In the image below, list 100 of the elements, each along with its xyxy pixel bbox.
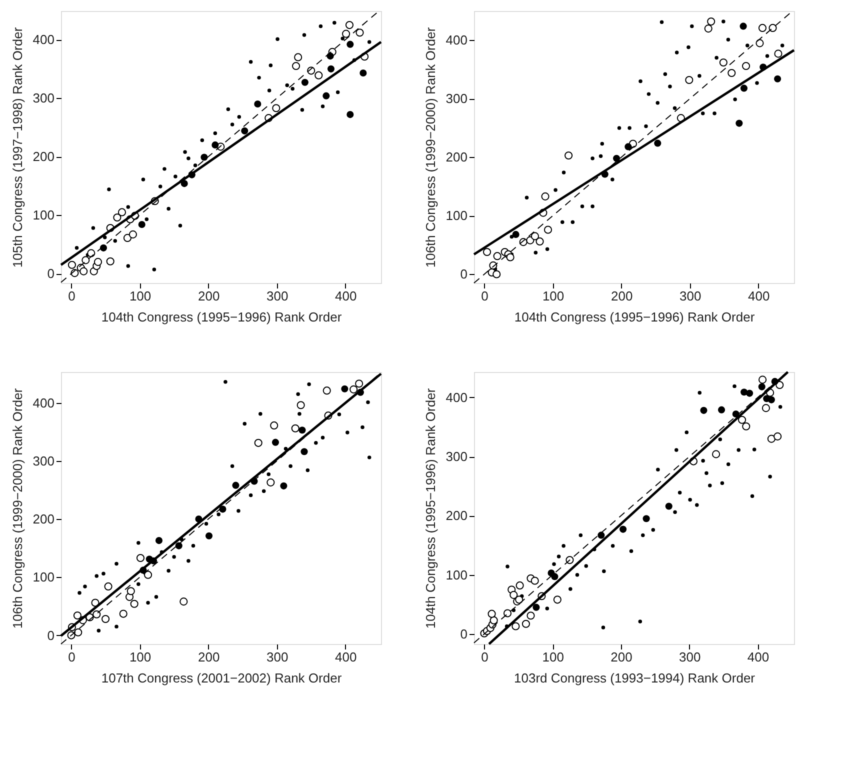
point (624, 143, 632, 150)
point (512, 230, 520, 238)
point (602, 569, 606, 574)
point (345, 21, 354, 30)
point (720, 481, 724, 486)
y-tick-label: 300 (446, 91, 468, 106)
point (100, 244, 108, 252)
y-tick-label: 0 (47, 628, 54, 643)
y-tick-label: 100 (446, 567, 468, 582)
point (314, 441, 318, 445)
point (285, 83, 289, 88)
y-tick-label: 300 (32, 90, 54, 106)
point (688, 498, 692, 502)
point (617, 126, 622, 130)
point (226, 107, 230, 112)
point (74, 246, 79, 250)
y-tick-label: 200 (32, 149, 54, 164)
point (654, 140, 662, 147)
point (302, 33, 306, 37)
point (212, 141, 219, 148)
point (641, 533, 645, 538)
y-tick-label: 400 (446, 390, 468, 405)
point (746, 44, 750, 48)
point (322, 386, 331, 395)
point (355, 380, 364, 388)
point (337, 412, 342, 416)
point (136, 554, 145, 562)
point (767, 434, 776, 443)
x-tick-label: 400 (747, 650, 770, 664)
point (118, 208, 126, 216)
point (254, 100, 262, 108)
point (780, 44, 784, 48)
point (530, 232, 540, 240)
point (360, 425, 364, 430)
y-tick-label: 400 (32, 32, 54, 48)
point (144, 217, 149, 222)
point (733, 97, 737, 102)
point (162, 167, 166, 171)
x-tick-label: 400 (748, 288, 770, 304)
point (136, 582, 140, 586)
point (107, 188, 111, 192)
point (768, 474, 772, 479)
point (512, 622, 520, 630)
point (146, 600, 150, 605)
point (598, 154, 603, 158)
point (74, 628, 82, 636)
point (102, 236, 107, 240)
point (82, 256, 90, 264)
point (560, 220, 564, 224)
point (172, 554, 176, 559)
point (276, 37, 280, 41)
point (272, 438, 280, 446)
point (320, 104, 325, 108)
point (541, 192, 550, 200)
point (336, 90, 340, 94)
point (656, 468, 660, 472)
point (718, 406, 726, 414)
point (765, 54, 770, 58)
point (236, 509, 240, 513)
x-tick-label: 300 (679, 288, 702, 304)
point (200, 138, 204, 142)
point (629, 549, 634, 554)
point (155, 537, 163, 544)
point (646, 92, 651, 96)
point (701, 458, 705, 463)
point (262, 489, 266, 494)
x-tick-label: 0 (68, 288, 76, 304)
point (186, 156, 190, 160)
point (704, 471, 708, 475)
point (726, 462, 730, 466)
x-axis-title: 103rd Congress (1993−1994) Rank Order (514, 670, 756, 686)
y-axis-title: 106th Congress (1999−2000) Rank Order (10, 388, 25, 629)
point (294, 53, 302, 62)
point (83, 584, 87, 588)
point (490, 616, 498, 624)
y-tick-label: 100 (32, 208, 54, 223)
y-tick-label: 400 (32, 395, 54, 410)
point (638, 79, 642, 84)
y-tick-label: 0 (460, 626, 468, 642)
point (298, 412, 302, 416)
y-tick-label: 300 (446, 449, 468, 464)
point (506, 253, 514, 262)
point (174, 174, 178, 178)
point (204, 522, 208, 526)
point (356, 28, 364, 37)
x-axis-title: 104th Congress (1995−1996) Rank Order (514, 310, 756, 324)
y-tick-label: 0 (47, 266, 54, 282)
point (732, 384, 736, 388)
point (301, 78, 308, 86)
x-tick-label: 300 (266, 288, 288, 304)
y-axis-title: 104th Congress (1995−1996) Rank Order (422, 388, 438, 629)
point (300, 448, 308, 456)
point (106, 257, 114, 266)
point (320, 436, 325, 440)
point (307, 382, 311, 386)
point (296, 401, 305, 410)
x-axis-title: 104th Congress (1995−1996) Rank Order (101, 310, 342, 324)
y-tick-label: 0 (460, 266, 468, 282)
point (722, 20, 726, 24)
point (270, 421, 278, 430)
